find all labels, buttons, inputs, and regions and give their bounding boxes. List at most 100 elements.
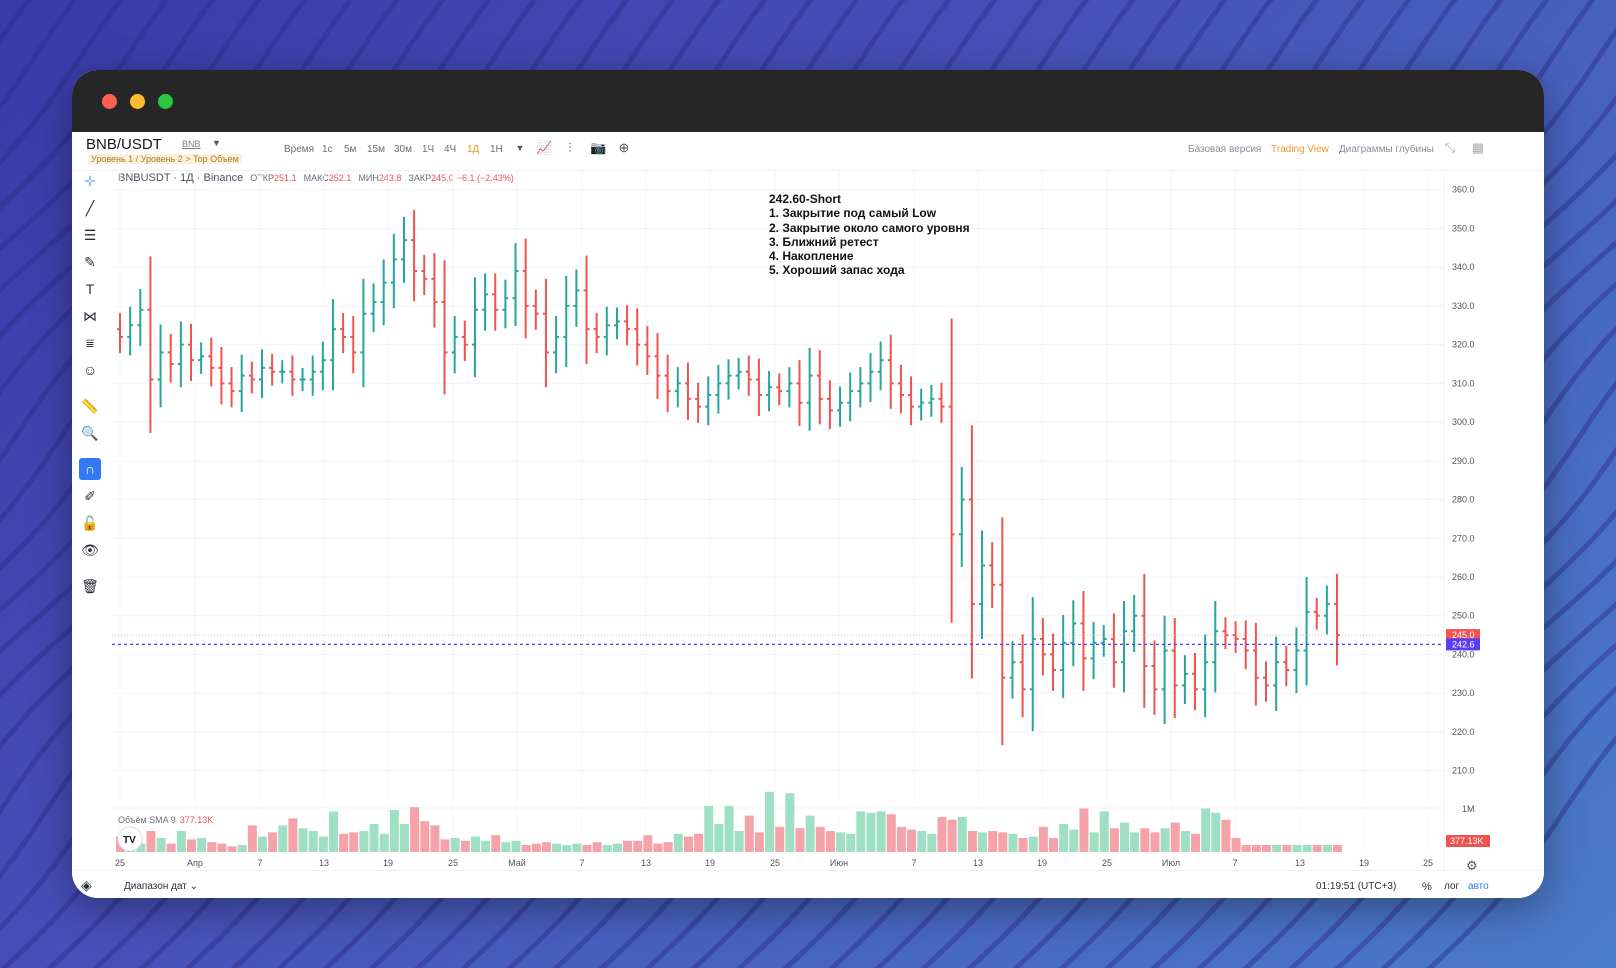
- volume-bar: [825, 831, 835, 852]
- timeframe-1h[interactable]: 1Ч: [422, 144, 435, 155]
- layers-icon[interactable]: ◈: [81, 877, 92, 893]
- volume-bar: [1322, 845, 1332, 852]
- timeframe-1s[interactable]: 1с: [322, 144, 333, 155]
- volume-bar: [775, 826, 785, 852]
- emoji-icon[interactable]: ☺: [82, 362, 98, 378]
- trade-annotation[interactable]: 242.60-Short 1. Закрытие под самый Low 2…: [769, 192, 970, 278]
- maximize-window-button[interactable]: [158, 94, 173, 109]
- trend-line-icon[interactable]: ╱: [85, 200, 95, 216]
- volume-bar: [1038, 826, 1048, 852]
- legend-close: 245.0: [431, 173, 454, 183]
- layout-grid-icon[interactable]: ▦: [1471, 140, 1485, 155]
- x-tick-label: 25: [448, 858, 458, 868]
- more-timeframes-icon[interactable]: ▼: [515, 143, 525, 153]
- volume-bar: [663, 842, 673, 852]
- y-tick-label: 290.0: [1452, 456, 1475, 466]
- volume-bar: [815, 826, 825, 852]
- volume-bar: [420, 821, 430, 852]
- volume-bar: [1130, 832, 1140, 852]
- volume-bar: [318, 836, 328, 852]
- volume-bar: [430, 825, 440, 852]
- zoom-in-icon[interactable]: 🔍: [81, 425, 99, 441]
- trash-icon[interactable]: 🗑: [81, 578, 99, 594]
- depth-chart-link[interactable]: Диаграммы глубины: [1339, 144, 1434, 155]
- volume-legend: Объём SMA 9 377.13K: [118, 815, 214, 825]
- pattern-icon[interactable]: ⋈: [83, 308, 97, 324]
- symbol-title[interactable]: BNB/USDT: [86, 136, 162, 153]
- window-titlebar: [72, 70, 1544, 132]
- x-tick-label: Июн: [830, 858, 848, 868]
- volume-bar: [1282, 845, 1292, 852]
- volume-bar: [531, 843, 541, 852]
- chart-type-icon[interactable]: ⫶: [568, 140, 572, 155]
- basic-version-link[interactable]: Базовая версия: [1188, 144, 1262, 155]
- volume-bar: [481, 840, 491, 852]
- tradingview-logo-text: TV: [123, 835, 136, 846]
- volume-bar: [237, 845, 247, 852]
- price-chart[interactable]: 360.0 350.0 340.0 330.0 320.0 310.0 300.0 290.0…: [72, 170, 1544, 870]
- volume-bar: [1099, 811, 1109, 852]
- volume-bar: [998, 832, 1008, 852]
- y-tick-label: 300.0: [1452, 417, 1475, 427]
- timeframe-5m[interactable]: 5м: [344, 144, 357, 155]
- app-window: BNB/USDT BNB ▼ Уровень 1 / Уровень 2 > T…: [72, 70, 1544, 898]
- magnet-icon[interactable]: ∩: [79, 458, 101, 480]
- volume-bar: [511, 840, 521, 852]
- volume-bar: [399, 824, 409, 852]
- y-tick-label: 260.0: [1452, 572, 1475, 582]
- crosshair-icon[interactable]: ✛: [84, 173, 96, 189]
- chart-toolbar: BNB/USDT BNB ▼ Уровень 1 / Уровень 2 > T…: [72, 132, 1544, 171]
- volume-bar: [1028, 836, 1038, 852]
- hide-icon[interactable]: 👁: [81, 542, 99, 558]
- y-tick-label: 310.0: [1452, 378, 1475, 388]
- timeframe-15m[interactable]: 15м: [367, 144, 385, 155]
- tradingview-link[interactable]: Trading View: [1271, 144, 1329, 155]
- tradingview-logo: [117, 826, 143, 852]
- volume-bar: [1150, 832, 1160, 852]
- volume-last-badge: [1446, 835, 1490, 847]
- exchange-badge[interactable]: BNB: [182, 139, 201, 149]
- prediction-icon[interactable]: ⩸: [85, 335, 95, 351]
- timeframe-30m[interactable]: 30м: [394, 144, 412, 155]
- ruler-icon[interactable]: 📏: [81, 398, 99, 414]
- minimize-window-button[interactable]: [130, 94, 145, 109]
- timeframe-1w[interactable]: 1Н: [490, 144, 503, 155]
- symbol-dropdown-icon[interactable]: ▼: [212, 138, 221, 148]
- x-tick-label: 19: [705, 858, 715, 868]
- close-window-button[interactable]: [102, 94, 117, 109]
- text-tool-icon[interactable]: T: [85, 281, 95, 297]
- volume-bar: [369, 824, 379, 852]
- volume-bar: [917, 831, 927, 852]
- volume-bar: [450, 838, 460, 852]
- unlock-icon[interactable]: 🔓: [81, 515, 99, 531]
- volume-bar: [978, 832, 988, 852]
- indicators-icon[interactable]: 📈: [536, 140, 553, 155]
- add-icon[interactable]: ⊕: [618, 140, 630, 155]
- auto-toggle[interactable]: авто: [1468, 881, 1489, 892]
- legend-low: 243.8: [378, 173, 402, 183]
- settings-gear-icon[interactable]: ⚙: [1466, 858, 1478, 870]
- log-toggle[interactable]: лог: [1444, 881, 1460, 892]
- volume-bar: [643, 835, 653, 852]
- volume-bar: [217, 843, 227, 852]
- percent-toggle[interactable]: %: [1422, 881, 1432, 893]
- camera-icon[interactable]: 📷: [590, 140, 607, 155]
- lock-drawing-icon[interactable]: ✐: [84, 488, 96, 504]
- timeframe-1d[interactable]: 1Д: [467, 144, 480, 155]
- horizontal-lines-icon[interactable]: ☰: [83, 227, 97, 243]
- levels-link[interactable]: Уровень 1 / Уровень 2 > Top Объем: [88, 154, 242, 164]
- volume-bar: [967, 831, 977, 852]
- timeframe-time[interactable]: Время: [284, 144, 315, 155]
- volume-bar: [349, 832, 359, 852]
- collapse-icon[interactable]: ⤡: [1444, 140, 1456, 155]
- timeframe-4h[interactable]: 4Ч: [444, 144, 457, 155]
- volume-bar: [1180, 831, 1190, 852]
- volume-bar: [694, 833, 704, 852]
- brush-icon[interactable]: ✎: [84, 254, 96, 270]
- volume-bar: [592, 842, 602, 852]
- date-range-button[interactable]: Диапазон дат ⌄: [124, 881, 199, 892]
- volume-bar: [653, 843, 663, 852]
- volume-bar: [937, 817, 947, 852]
- volume-bar: [359, 831, 369, 852]
- target-price-badge: [1446, 638, 1480, 651]
